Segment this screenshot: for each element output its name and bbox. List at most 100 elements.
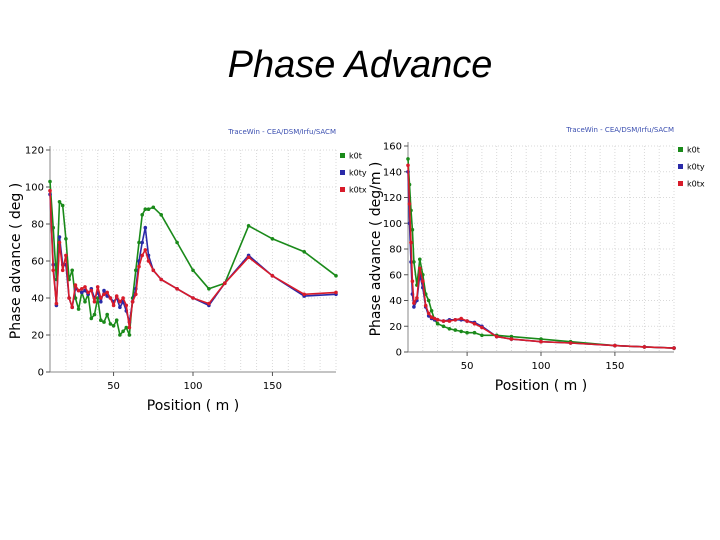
chart1-series-k0t-point <box>137 240 141 245</box>
chart2-legend-label-k0tx: k0tx <box>687 180 705 189</box>
chart2-y-tick-label-6: 120 <box>383 193 402 204</box>
chart1-series-k0tx-point <box>134 292 138 297</box>
chart1-y-tick-label-4: 80 <box>31 220 44 231</box>
chart1-series-k0tx-point <box>207 301 211 306</box>
chart1-series-k0tx-point <box>191 296 195 300</box>
chart2-series-k0tx-point <box>407 202 412 206</box>
chart2-x-tick-label-0: 50 <box>461 361 474 372</box>
chart1-series-k0tx-point <box>86 290 90 295</box>
chart2-series-k0tx-point <box>423 303 428 308</box>
chart1-series-k0t-point <box>64 237 68 241</box>
chart1-series-k0ty-point <box>99 299 103 304</box>
chart1-series-k0tx-point <box>137 264 141 269</box>
chart1-legend-label-k0ty: k0ty <box>349 169 367 178</box>
chart2-series-k0t-point <box>480 333 484 338</box>
chart1-y-tick-label-3: 60 <box>31 257 44 268</box>
chart1-series-k0t-point <box>140 213 144 217</box>
chart2-series-k0tx-point <box>613 343 617 348</box>
chart2-x-axis-label: Position ( m ) <box>495 378 587 394</box>
chart2-series-k0t-point <box>472 330 477 335</box>
chart2-series-k0tx-point <box>418 266 422 271</box>
chart1-series-k0tx-point <box>118 299 122 304</box>
chart1-series-k0tx-point <box>99 296 103 300</box>
chart2-header: TraceWin - CEA/DSM/Irfu/SACM <box>565 126 674 134</box>
chart1-x-tick-label-2: 150 <box>263 381 282 392</box>
chart2-series-k0t-point <box>418 257 422 262</box>
chart2-legend-label-k0t: k0t <box>687 146 700 155</box>
chart1-series-k0t-point <box>70 268 74 273</box>
chart1-series-k0t-point <box>99 318 103 323</box>
chart1-series-k0t-point <box>114 318 119 323</box>
chart1-y-tick-label-5: 100 <box>25 183 44 194</box>
chart2-y-tick-label-2: 40 <box>389 296 402 307</box>
chart2-series-k0tx-point <box>406 163 410 168</box>
chart1-header: TraceWin - CEA/DSM/Irfu/SACM <box>227 128 336 136</box>
chart2-series-k0t-point <box>441 324 446 329</box>
chart1-series-k0t-point <box>111 324 116 328</box>
chart2-y-tick-label-3: 60 <box>389 270 402 281</box>
chart2-series-k0tx-point <box>480 325 484 330</box>
chart2-series-k0tx-point <box>447 319 452 323</box>
chart1-series-k0t-point <box>118 333 122 337</box>
chart2-series-k0tx-point <box>459 316 464 321</box>
chart1-y-tick-label-2: 40 <box>31 294 44 305</box>
chart1-series-k0t-point <box>302 250 307 254</box>
chart2-series-k0tx-point <box>409 240 413 245</box>
chart1-series-k0tx-point <box>302 292 307 297</box>
chart2-series-k0t-point <box>447 327 452 331</box>
chart1-series-k0tx-point <box>246 255 251 260</box>
chart1-series-k0t-point <box>76 307 81 311</box>
chart2-series-k0tx-point <box>539 339 543 344</box>
chart1-legend-label-k0tx: k0tx <box>349 186 367 195</box>
chart2-series-k0t-point <box>410 227 415 232</box>
chart1-series-k0tx-point <box>83 285 87 289</box>
chart1-series-k0ty-point <box>80 290 84 295</box>
chart1-legend-swatch-k0ty <box>340 170 345 175</box>
chart1-series-k0tx-point <box>64 253 68 258</box>
chart1-series-k0t-point <box>334 274 338 278</box>
chart1-series-k0t-point <box>143 207 148 211</box>
chart1-series-k0tx-point <box>130 299 135 304</box>
chart1-series-k0t-point <box>175 240 179 245</box>
chart1-series-k0tx-point <box>334 290 338 295</box>
chart1-series-k0t-point <box>89 316 94 321</box>
chart2-series-k0t-point <box>509 334 514 339</box>
chart1-series-k0tx-point <box>121 296 125 300</box>
chart1-series-k0tx-point <box>76 288 81 293</box>
chart1-series-k0ty-point <box>140 240 144 245</box>
chart1-series-k0tx-point <box>111 303 116 308</box>
chart2-y-tick-label-7: 140 <box>383 167 402 178</box>
chart1-series-k0tx-line <box>49 190 337 329</box>
chart1-series-k0tx-point <box>105 290 109 295</box>
chart1-y-tick-label-0: 0 <box>38 368 44 379</box>
chart1-y-axis-label: Phase advance ( deg ) <box>8 183 24 339</box>
chart2-y-tick-label-1: 20 <box>389 322 402 333</box>
chart1-series-k0t-point <box>83 299 87 304</box>
chart1-series-k0t-point <box>151 205 156 210</box>
chart1-series-k0t-point <box>121 329 125 334</box>
chart2-series-k0t-point <box>459 329 464 334</box>
chart2-y-tick-label-0: 0 <box>396 348 402 359</box>
chart1-series-k0tx-point <box>102 292 106 297</box>
chart1-series-k0t-point <box>108 322 113 326</box>
chart1-series-k0tx-point <box>270 274 275 278</box>
chart1-x-tick-label-1: 100 <box>183 381 202 392</box>
chart2-series-k0t-point <box>412 260 416 264</box>
chart2-series-k0tx-point <box>472 321 477 326</box>
chart2-legend-label-k0ty: k0ty <box>687 163 705 172</box>
chart2-series-k0tx-point <box>410 279 415 284</box>
chart1-series-k0t-point <box>48 179 52 184</box>
chart1-series-k0t-point <box>159 213 163 217</box>
chart1-series-k0tx-point <box>159 277 163 282</box>
chart2-series-k0tx-point <box>642 345 647 349</box>
chart1-series-k0tx-point <box>140 253 144 258</box>
chart1-series-k0t-point <box>105 312 109 317</box>
chart1-series-k0tx-point <box>143 248 148 252</box>
chart2-y-tick-label-8: 160 <box>383 142 402 153</box>
chart1-series-k0tx-point <box>89 288 94 293</box>
slide-title: Phase Advance <box>227 44 493 86</box>
chart1-series-k0t-point <box>134 268 138 273</box>
chart2-x-tick-label-1: 100 <box>531 361 550 372</box>
chart1-series-k0t-point <box>270 237 275 241</box>
chart2-series-k0tx-point <box>494 334 499 339</box>
